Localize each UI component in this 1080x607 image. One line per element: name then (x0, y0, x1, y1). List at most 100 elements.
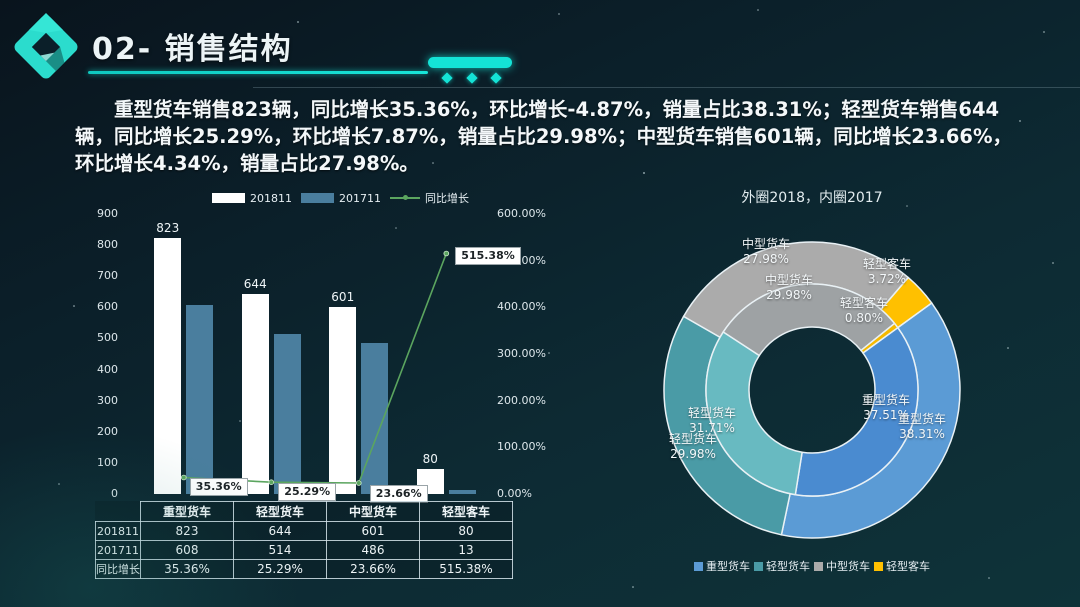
left-axis-tick: 0 (111, 487, 118, 500)
slice-percent: 3.72% (867, 272, 907, 286)
table-cell: 486 (326, 540, 420, 560)
data-table: 重型货车 轻型货车 中型货车 轻型客车 201811 823 644 601 80 201711 6… (95, 501, 513, 579)
slice-category: 中型货车 (764, 273, 814, 287)
star (548, 352, 550, 354)
donut-slice-label: 轻型货车 29.98% (669, 432, 717, 462)
right-axis-tick: 0.00% (497, 487, 532, 500)
bar-201711 (361, 342, 389, 494)
bar-201811 (241, 293, 269, 494)
growth-line-label: 25.29% (278, 483, 337, 502)
growth-line-label: 35.36% (189, 477, 248, 496)
table-cell: 35.36% (140, 559, 234, 579)
donut-legend-swatch (814, 561, 823, 571)
star (1007, 347, 1009, 349)
legend-swatch (212, 193, 245, 203)
donut-legend-swatch (874, 561, 883, 571)
left-axis-tick: 700 (97, 269, 118, 283)
donut-slice-label: 轻型客车 3.72% (863, 257, 911, 287)
legend-line-swatch (390, 195, 420, 200)
table-cell: 601 (326, 521, 420, 541)
donut-legend-swatch (694, 561, 703, 571)
donut-legend-label: 重型货车 (706, 560, 750, 573)
donut-slice-label: 重型货车 37.51% (862, 393, 910, 423)
table-cell: 13 (419, 540, 513, 560)
title-underline (88, 71, 428, 74)
table-row-label: 同比增长 (95, 559, 141, 579)
star (988, 577, 990, 579)
star (58, 483, 60, 485)
slice-category: 轻型客车 (839, 296, 889, 310)
table-column-header: 中型货车 (326, 501, 420, 522)
legend-label: 同比增长 (425, 192, 469, 205)
bar-201711 (448, 489, 476, 494)
legend-line-dot (403, 195, 408, 200)
left-axis-tick: 400 (97, 362, 118, 376)
star (1019, 120, 1021, 122)
slice-category: 轻型货车 (687, 406, 737, 420)
donut-legend-label: 轻型货车 (766, 560, 810, 573)
growth-line-label: 515.38% (455, 246, 521, 265)
slice-percent: 29.98% (670, 447, 716, 461)
summary-paragraph: 重型货车销售823辆，同比增长35.36%，环比增长-4.87%，销量占比38.… (75, 98, 1013, 175)
table-cell: 80 (419, 521, 513, 541)
slice-category: 重型货车 (861, 393, 911, 407)
right-axis-tick: 200.00% (497, 393, 546, 407)
slice-percent: 0.80% (844, 311, 884, 325)
table-cell: 23.66% (326, 559, 420, 579)
donut-slice-label: 中型货车 27.98% (742, 237, 790, 267)
table-cell: 25.29% (233, 559, 327, 579)
star (1043, 31, 1045, 33)
table-row: 201811 823 644 601 80 (95, 521, 513, 541)
table-header-row: 重型货车 轻型货车 中型货车 轻型客车 (96, 501, 513, 522)
slice-percent: 31.71% (689, 421, 735, 435)
page-title: 02- 销售结构 (92, 32, 293, 67)
table-cell: 644 (233, 521, 327, 541)
slice-category: 轻型客车 (862, 257, 912, 271)
logo-diamond-icon (12, 10, 80, 86)
bar-value-label: 823 (156, 220, 180, 235)
table-cell: 514 (233, 540, 327, 560)
donut-legend-label: 中型货车 (826, 560, 870, 573)
donut-legend-item: 轻型货车 (754, 558, 810, 574)
left-axis-tick: 500 (97, 331, 118, 345)
slice-percent: 38.31% (899, 427, 945, 441)
star (1052, 262, 1054, 264)
slice-category: 中型货车 (741, 237, 791, 251)
left-axis-tick: 800 (97, 238, 118, 252)
donut-legend: 重型货车 轻型货车 中型货车 轻型客车 (645, 558, 979, 574)
table-row-label: 201711 (95, 540, 141, 560)
star (906, 205, 908, 207)
donut-legend-label: 轻型客车 (886, 560, 930, 573)
legend-item: 同比增长 (390, 190, 469, 206)
table-cell: 608 (140, 540, 234, 560)
slice-category: 轻型货车 (668, 432, 718, 446)
bar-value-label: 601 (331, 290, 355, 305)
left-axis-tick: 300 (97, 393, 118, 407)
donut-slice-label: 重型货车 38.31% (898, 412, 946, 442)
left-axis-tick: 100 (97, 455, 118, 469)
donut-legend-item: 中型货车 (814, 558, 870, 574)
right-axis-tick: 100.00% (497, 440, 546, 454)
table-column-header: 重型货车 (140, 501, 234, 522)
donut-slice-label: 中型货车 29.98% (765, 273, 813, 303)
slice-percent: 37.51% (863, 408, 909, 422)
bar-201711 (186, 304, 214, 494)
bar-201811 (154, 237, 182, 494)
left-axis-tick: 600 (97, 300, 118, 314)
star (297, 21, 299, 23)
donut-slice-label: 轻型客车 0.80% (840, 296, 888, 326)
table-corner-cell (96, 502, 141, 522)
right-axis-tick: 400.00% (497, 300, 546, 314)
donut-chart-title: 外圈2018，内圈2017 (741, 190, 883, 206)
bar-201711 (273, 334, 301, 494)
donut-legend-item: 轻型客车 (874, 558, 930, 574)
slice-percent: 27.98% (743, 252, 789, 266)
table-column-header: 轻型货车 (233, 501, 327, 522)
legend-item: 201711 (301, 192, 381, 205)
bar-chart-legend: 201811 201711 同比增长 (212, 190, 469, 206)
legend-label: 201711 (339, 191, 381, 205)
header-deco-bar (428, 57, 512, 68)
slice-percent: 29.98% (766, 288, 812, 302)
